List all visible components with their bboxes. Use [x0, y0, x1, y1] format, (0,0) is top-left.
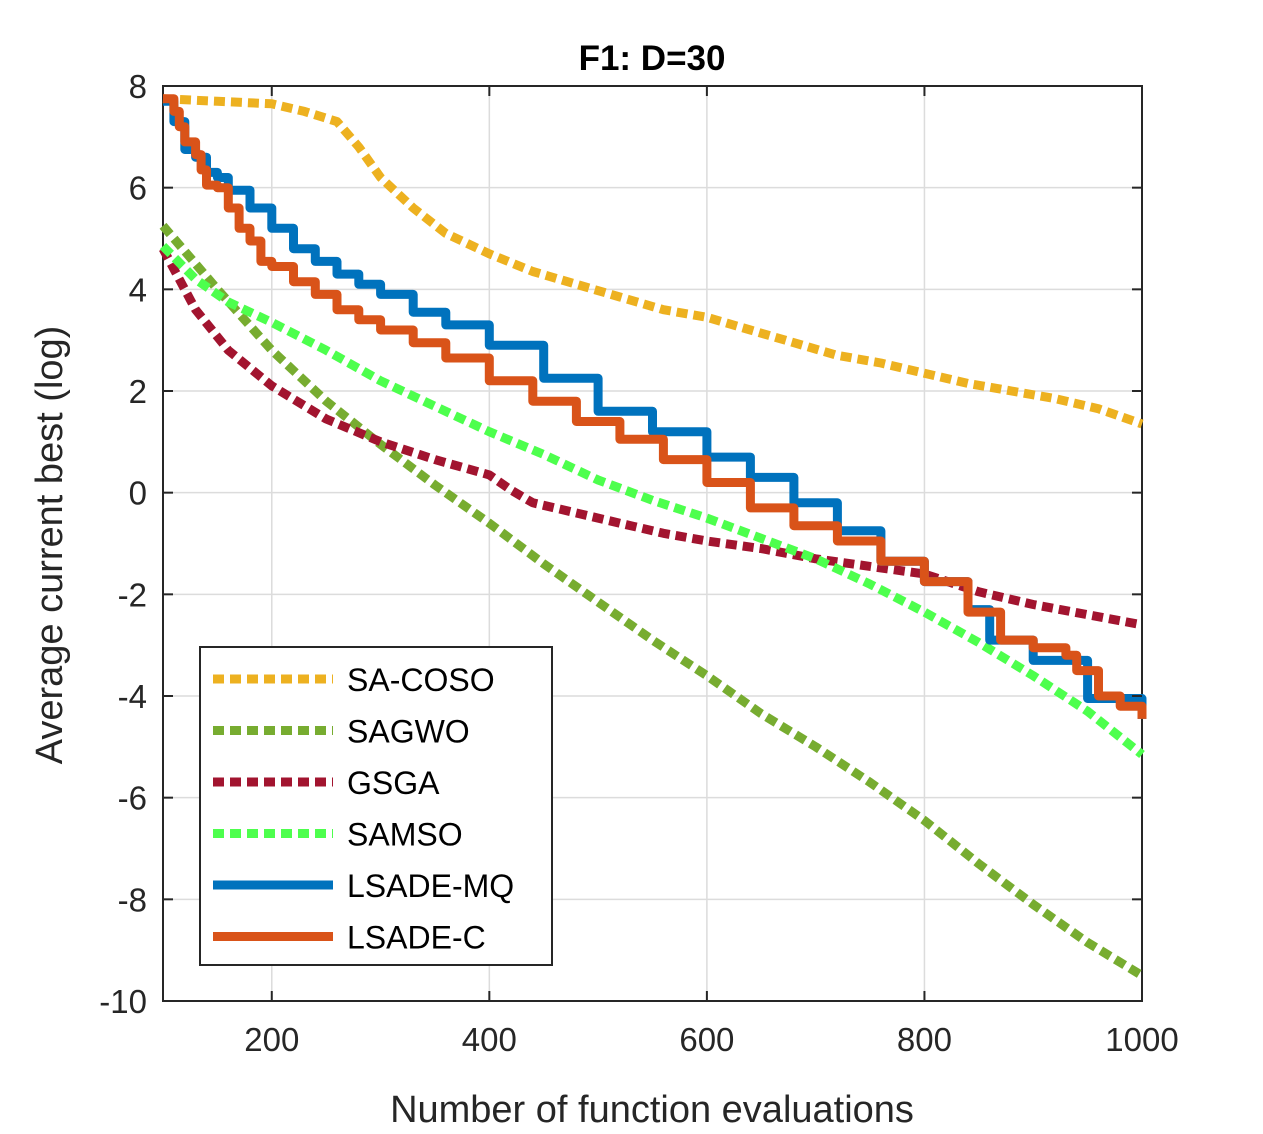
series-line-sa-coso	[162, 94, 1144, 429]
series-line-lsade-c	[163, 94, 1147, 719]
legend-label: LSADE-MQ	[347, 868, 514, 904]
chart-title: F1: D=30	[579, 39, 726, 78]
legend-label: LSADE-C	[347, 920, 486, 956]
x-tick-label: 800	[897, 1021, 952, 1058]
series-layer	[159, 94, 1147, 980]
y-tick-label: -2	[118, 576, 147, 613]
x-axis-ticks: 200 400 600 800 1000	[244, 86, 1179, 1058]
y-tick-label: 6	[129, 170, 147, 207]
legend-box	[199, 646, 553, 966]
x-tick-label: 200	[244, 1021, 299, 1058]
y-axis-label: Average current best (log)	[29, 326, 71, 765]
x-tick-label: 1000	[1105, 1021, 1178, 1058]
y-tick-label: -8	[118, 881, 147, 918]
y-tick-label: -6	[118, 780, 147, 817]
y-tick-label: -4	[118, 678, 147, 715]
legend: SA-COSO SAGWO GSGA SAMSO LSADE-MQ LSADE-C	[199, 646, 553, 966]
y-tick-label: 4	[129, 271, 147, 308]
x-tick-label: 400	[462, 1021, 517, 1058]
legend-label: SAMSO	[347, 817, 463, 853]
y-axis-ticks: -10 -8 -6 -4 -2 0 2 4 6 8	[99, 68, 1142, 1020]
y-tick-label: 2	[129, 373, 147, 410]
y-tick-label: 8	[129, 68, 147, 105]
series-line-samso	[159, 242, 1145, 759]
plot-area-frame	[162, 85, 1143, 1002]
legend-label: SAGWO	[347, 714, 470, 750]
x-tick-label: 600	[679, 1021, 734, 1058]
series-line-sagwo	[159, 222, 1145, 980]
legend-label: GSGA	[347, 765, 440, 801]
legend-label: SA-COSO	[347, 662, 495, 698]
x-axis-label: Number of function evaluations	[390, 1089, 914, 1131]
y-tick-label: 0	[129, 475, 147, 512]
y-tick-label: -10	[99, 983, 147, 1020]
